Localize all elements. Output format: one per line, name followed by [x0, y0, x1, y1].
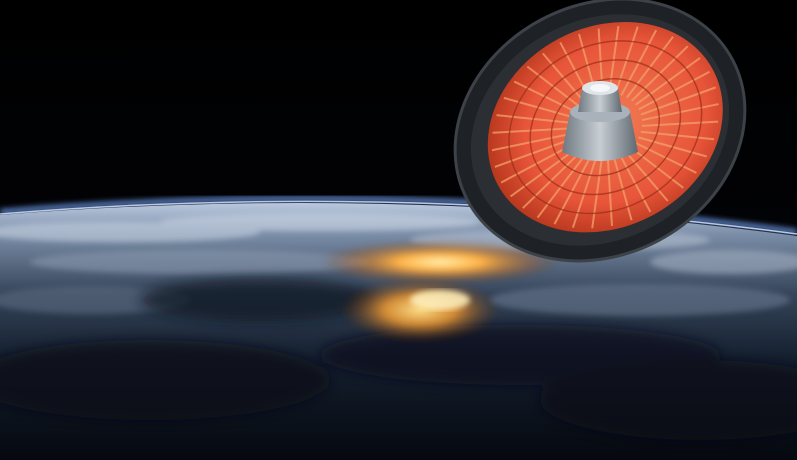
capsule: [562, 81, 638, 161]
sunglint-upper: [320, 240, 560, 284]
cloud-shadows: [0, 278, 797, 440]
sunglint-lower: [340, 278, 500, 342]
inflatable-heat-shield: [453, 0, 747, 263]
